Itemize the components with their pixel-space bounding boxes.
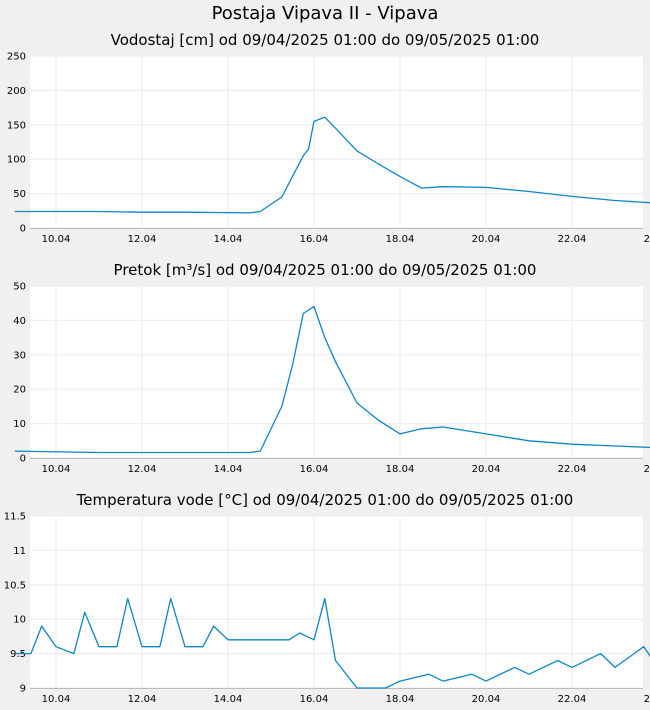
chart-0-y-tick-label: 100 <box>7 155 26 166</box>
chart-1-x-tick-label: 20.04 <box>472 464 501 475</box>
chart-0-y-tick-label: 250 <box>7 52 26 63</box>
chart-0-y-tick-label: 50 <box>13 189 26 200</box>
chart-0-x-tick-label: 18.04 <box>386 234 415 245</box>
chart-0-y-tick-label: 200 <box>7 86 26 97</box>
chart-1-x-tick-label: 18.04 <box>386 464 415 475</box>
chart-0-series-line <box>14 116 650 214</box>
chart-1-title: Pretok [m³/s] od 09/04/2025 01:00 do 09/… <box>114 261 537 279</box>
chart-0-plot-area <box>30 56 643 228</box>
chart-2-y-tick-label: 9.5 <box>10 649 26 660</box>
chart-1-plot-area <box>30 286 643 458</box>
chart-2-title: Temperatura vode [°C] od 09/04/2025 01:0… <box>76 491 574 509</box>
chart-1-y-tick-label: 40 <box>13 316 26 327</box>
chart-2-y-tick-label: 11 <box>13 546 26 557</box>
chart-2-x-tick-label: 14.04 <box>214 694 243 705</box>
chart-0-x-tick-label: 10.04 <box>42 234 71 245</box>
page-title: Postaja Vipava II - Vipava <box>211 3 439 24</box>
chart-2-y-tick-label: 10.5 <box>4 580 26 591</box>
chart-1-x-tick-label: 16.04 <box>300 464 329 475</box>
chart-2-x-tick-label: 18.04 <box>386 694 415 705</box>
chart-0-x-tick-label: 14.04 <box>214 234 243 245</box>
chart-1-y-tick-label: 10 <box>13 419 26 430</box>
chart-1-x-tick-label: 22.04 <box>558 464 587 475</box>
chart-2-plot-area <box>30 516 643 688</box>
chart-1-x-tick-label: 24.04 <box>644 464 650 475</box>
chart-1-y-tick-label: 30 <box>13 350 26 361</box>
chart-1-x-tick-label: 12.04 <box>128 464 157 475</box>
chart-0-x-tick-label: 24.04 <box>644 234 650 245</box>
chart-2-x-tick-label: 22.04 <box>558 694 587 705</box>
chart-0-title: Vodostaj [cm] od 09/04/2025 01:00 do 09/… <box>111 31 540 49</box>
chart-1-series-line <box>14 305 650 454</box>
chart-0-x-tick-label: 22.04 <box>558 234 587 245</box>
chart-2-y-tick-label: 9 <box>20 684 26 695</box>
chart-2-x-tick-label: 20.04 <box>472 694 501 705</box>
chart-1-y-tick-label: 0 <box>20 454 26 465</box>
chart-0-y-tick-label: 150 <box>7 120 26 131</box>
chart-1-x-tick-label: 14.04 <box>214 464 243 475</box>
chart-1-y-tick-label: 50 <box>13 282 26 293</box>
chart-2-series-line <box>14 597 650 689</box>
chart-0-x-tick-label: 20.04 <box>472 234 501 245</box>
chart-0-y-tick-label: 0 <box>20 224 26 235</box>
chart-0-x-tick-label: 16.04 <box>300 234 329 245</box>
chart-2-y-tick-label: 10 <box>13 615 26 626</box>
chart-0-x-tick-label: 12.04 <box>128 234 157 245</box>
chart-2-x-tick-label: 16.04 <box>300 694 329 705</box>
chart-2-x-tick-label: 10.04 <box>42 694 71 705</box>
chart-2-x-tick-label: 12.04 <box>128 694 157 705</box>
chart-2-y-tick-label: 11.5 <box>4 512 26 523</box>
chart-1-y-tick-label: 20 <box>13 385 26 396</box>
chart-1-x-tick-label: 10.04 <box>42 464 71 475</box>
chart-2-x-tick-label: 24.04 <box>644 694 650 705</box>
